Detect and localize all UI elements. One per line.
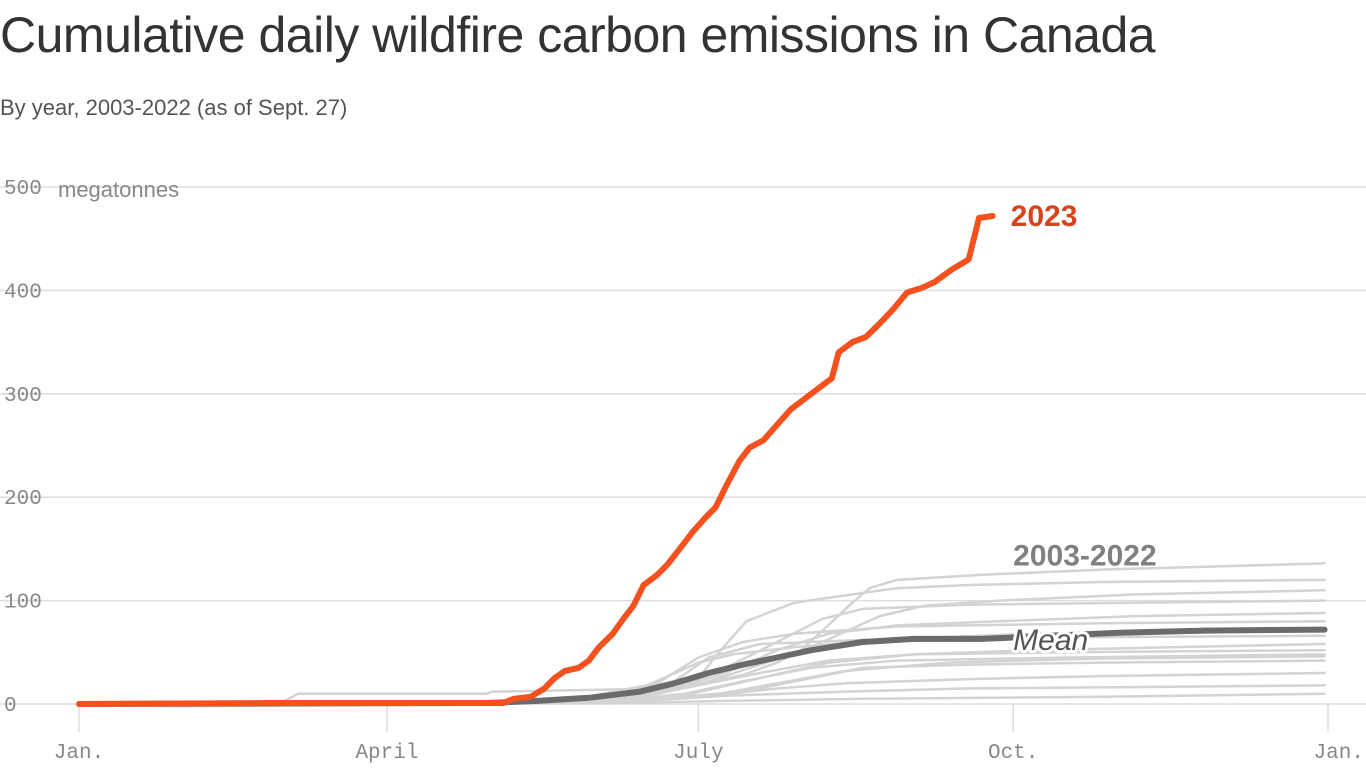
series-labels: 2023 2003-2022 Mean [1010,200,1156,660]
gridlines [0,186,1366,705]
y-axis-ticks: 0 100 200 300 400 500 megatonnes [4,177,179,718]
mean-series-line [76,626,1328,707]
y-tick-label-500: 500 [4,178,42,201]
mean-series [76,626,1328,707]
chart-subtitle: By year, 2003-2022 (as of Sept. 27) [0,95,348,120]
x-tick-label-0: Jan. [54,742,104,765]
y-tick-label-300: 300 [4,385,42,408]
highlight-series-label: 2023 [1011,200,1078,233]
chart-title: Cumulative daily wildfire carbon emissio… [0,7,1156,63]
y-tick-label-200: 200 [4,488,42,511]
x-axis-ticks: Jan. April July Oct. Jan. [54,704,1364,765]
y-tick-label-0: 0 [4,695,17,718]
x-tick-label-4: Jan. [1314,742,1364,765]
background-series-line-4 [77,628,1326,706]
x-tick-label-1: April [355,742,418,765]
background-series-line-10 [77,634,1326,706]
background-series-line-12 [77,655,1326,706]
y-tick-label-100: 100 [4,592,42,615]
background-series-line-14 [77,599,1326,706]
background-series-line-0 [77,578,1326,706]
background-series-line-15 [77,653,1326,706]
y-unit-label: megatonnes [58,177,179,202]
highlight-series [76,213,996,707]
y-tick-label-400: 400 [4,281,42,304]
x-tick-label-3: Oct. [988,742,1038,765]
x-tick-label-2: July [673,742,723,765]
mean-series-label: Mean [1013,624,1088,657]
highlight-series-line [76,213,996,707]
background-series-label: 2003-2022 [1013,539,1156,572]
